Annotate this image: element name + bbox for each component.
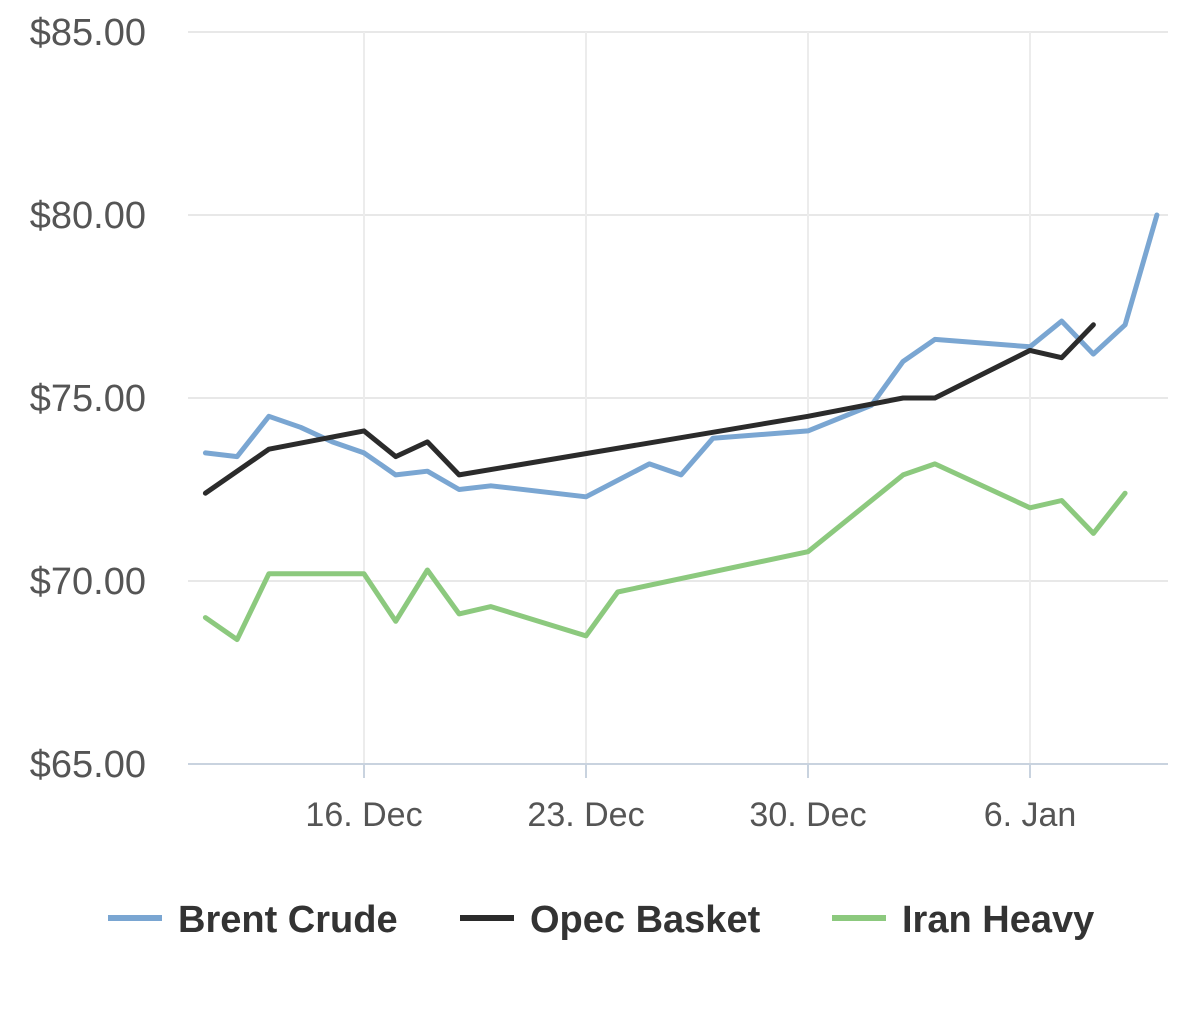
y-tick-label: $70.00 [30, 561, 146, 603]
series-line-opec-basket [202, 322, 1096, 496]
legend: Brent Crude Opec Basket Iran Heavy [108, 899, 1094, 941]
y-tick-label: $75.00 [30, 378, 146, 420]
series-lines [202, 212, 1160, 643]
gridlines [188, 31, 1168, 764]
legend-label: Opec Basket [530, 899, 761, 941]
series-line-iran-heavy [202, 461, 1128, 643]
y-tick-label: $85.00 [30, 12, 146, 54]
axes: $65.00 $70.00 $75.00 $80.00 $85.00 16. Dec 23.… [30, 12, 1168, 834]
x-tick-label: 16. Dec [305, 796, 422, 834]
x-tick-label: 23. Dec [527, 796, 644, 834]
x-tick-label: 6. Jan [984, 796, 1077, 834]
legend-item-brent-crude[interactable]: Brent Crude [108, 899, 398, 941]
y-tick-label: $80.00 [30, 195, 146, 237]
y-tick-label: $65.00 [30, 744, 146, 786]
legend-label: Brent Crude [178, 899, 398, 941]
x-tick-label: 30. Dec [749, 796, 866, 834]
legend-item-iran-heavy[interactable]: Iran Heavy [832, 899, 1094, 941]
legend-label: Iran Heavy [902, 899, 1094, 941]
legend-item-opec-basket[interactable]: Opec Basket [460, 899, 761, 941]
